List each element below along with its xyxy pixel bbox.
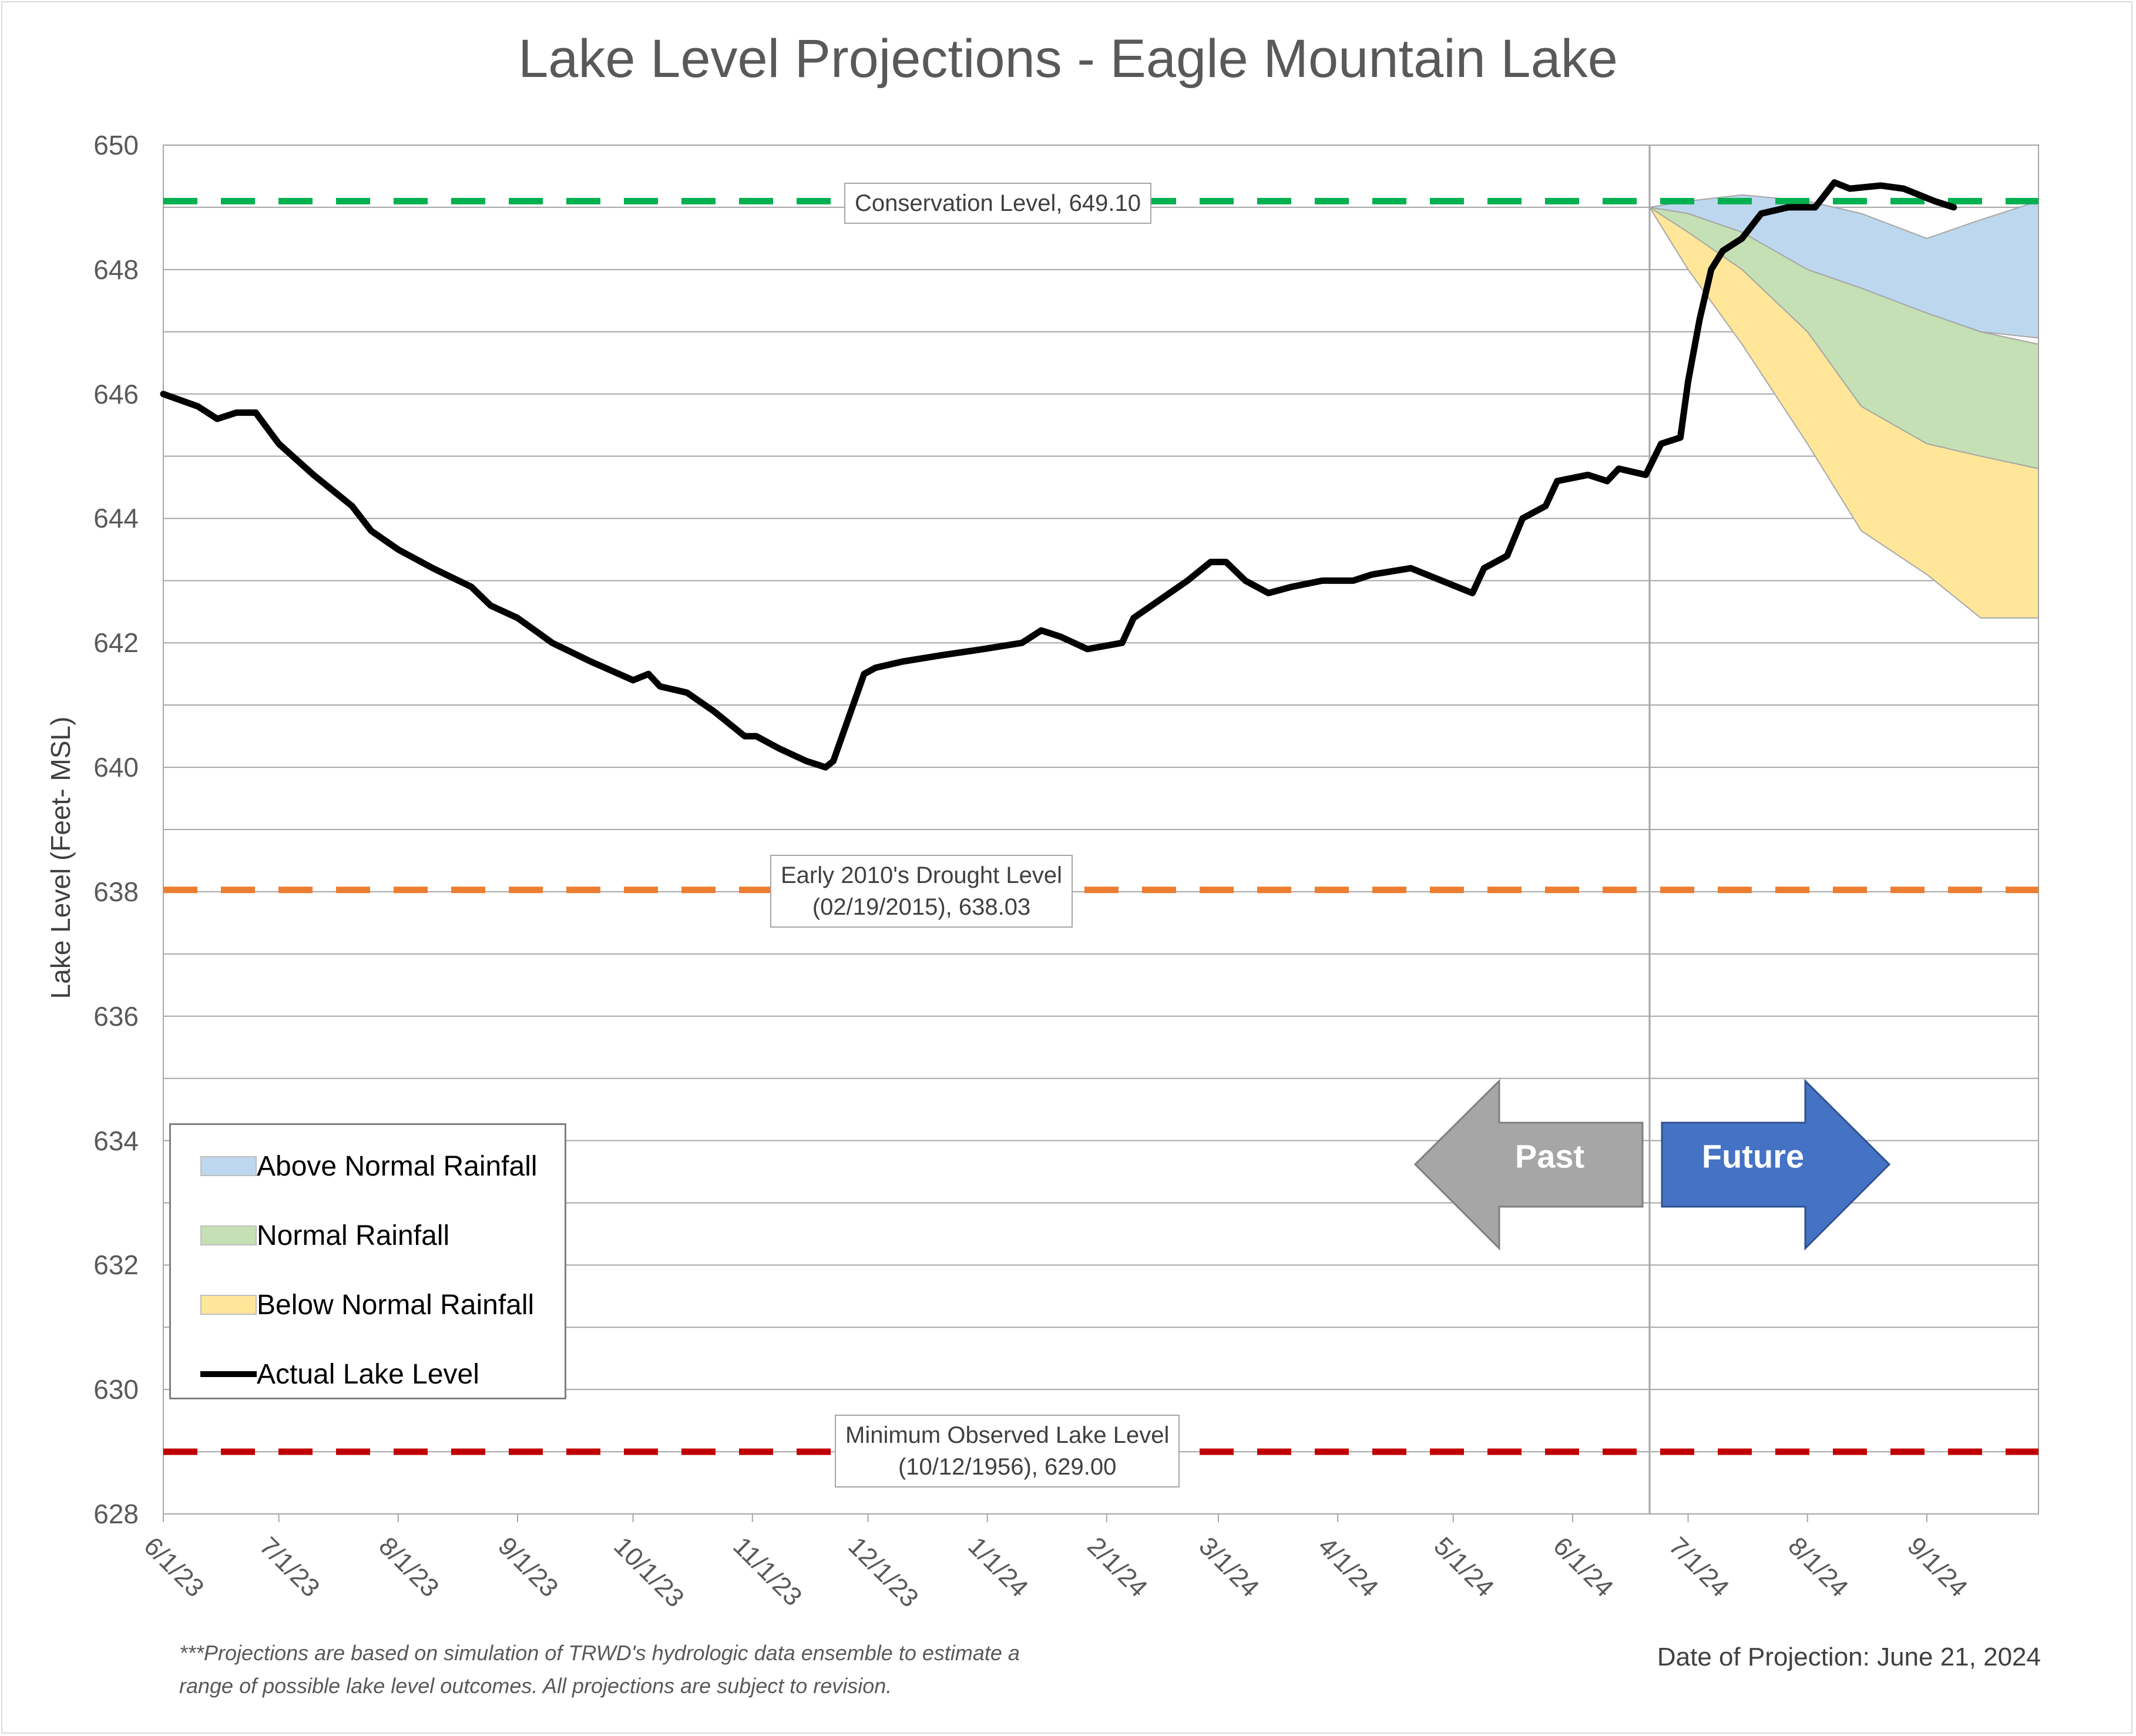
- y-tick-label: 630: [93, 1374, 139, 1405]
- chart-title: Lake Level Projections - Eagle Mountain …: [518, 29, 1618, 89]
- legend-item-above-normal: Above Normal Rainfall: [200, 1143, 538, 1190]
- reference-callout-text: (10/12/1956), 629.00: [898, 1454, 1117, 1480]
- reference-callout-text: Early 2010's Drought Level: [781, 862, 1063, 888]
- legend-item-actual: Actual Lake Level: [200, 1351, 479, 1398]
- legend-label: Normal Rainfall: [257, 1220, 450, 1251]
- legend-swatch-above-normal: [200, 1156, 257, 1176]
- y-tick-label: 640: [93, 752, 139, 783]
- future-arrow-label: Future: [1701, 1137, 1805, 1175]
- legend-line-actual: [200, 1371, 257, 1377]
- y-tick-label: 628: [93, 1499, 139, 1529]
- y-tick-label: 648: [93, 254, 139, 285]
- legend-swatch-below-normal: [200, 1295, 257, 1315]
- legend: Above Normal Rainfall Normal Rainfall Be…: [169, 1123, 566, 1399]
- reference-callout: Minimum Observed Lake Level (10/12/1956),…: [835, 1415, 1180, 1487]
- y-tick-label: 642: [93, 627, 139, 659]
- projection-band-below-normal-rainfall: [1649, 207, 2039, 619]
- y-tick-label: 646: [93, 378, 139, 409]
- footnote-line: ***Projections are based on simulation o…: [179, 1641, 1020, 1665]
- y-tick-label: 644: [93, 503, 139, 534]
- reference-callout-text: Minimum Observed Lake Level: [845, 1422, 1170, 1448]
- reference-callout-text: (02/19/2015), 638.03: [812, 894, 1031, 920]
- y-tick-label: 636: [93, 1000, 139, 1032]
- legend-label: Above Normal Rainfall: [257, 1150, 538, 1182]
- legend-item-below-normal: Below Normal Rainfall: [200, 1281, 534, 1328]
- future-arrow: [1661, 1079, 1891, 1251]
- legend-label: Actual Lake Level: [257, 1358, 479, 1390]
- past-arrow: [1413, 1079, 1644, 1251]
- legend-label: Below Normal Rainfall: [257, 1289, 535, 1321]
- legend-item-normal: Normal Rainfall: [200, 1212, 449, 1259]
- y-tick-label: 650: [93, 130, 139, 160]
- footnote: ***Projections are based on simulation o…: [179, 1637, 1020, 1703]
- projection-date: Date of Projection: June 21, 2024: [1657, 1643, 2041, 1671]
- series-actual-lake-level: [160, 179, 1957, 771]
- y-tick-label: 634: [93, 1125, 139, 1156]
- y-tick-label: 638: [93, 876, 139, 907]
- past-arrow-label: Past: [1514, 1137, 1585, 1175]
- legend-swatch-normal: [200, 1225, 257, 1245]
- y-tick-label: 632: [93, 1250, 139, 1281]
- reference-callout: Conservation Level, 649.10: [844, 183, 1151, 224]
- reference-callout: Early 2010's Drought Level (02/19/2015), …: [770, 855, 1073, 928]
- footnote-line: range of possible lake level outcomes. A…: [179, 1673, 892, 1698]
- reference-callout-text: Conservation Level, 649.10: [855, 190, 1141, 216]
- plot-border: [163, 145, 2039, 1515]
